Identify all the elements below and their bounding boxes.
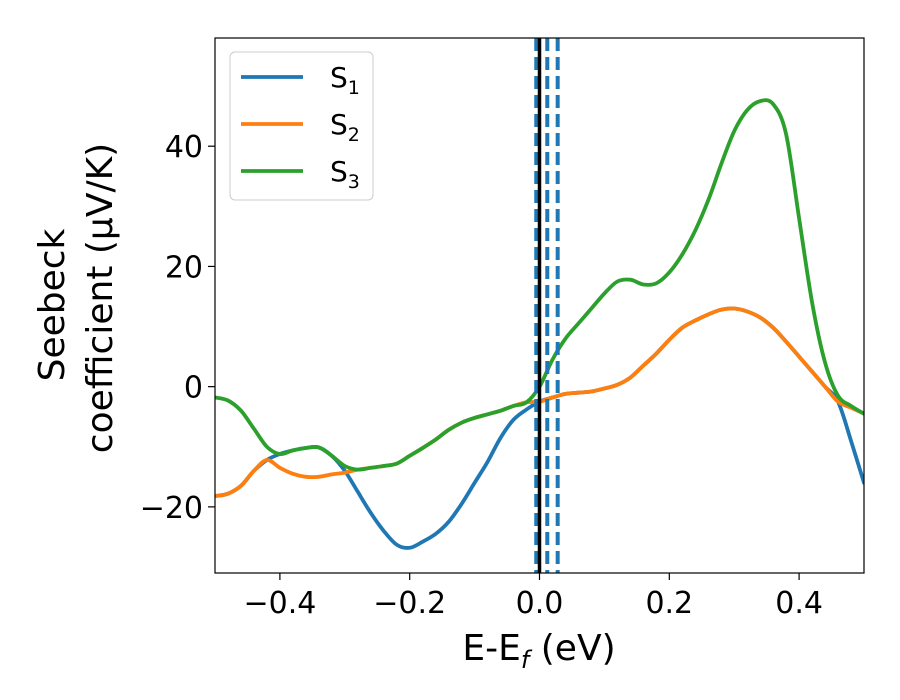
x-axis-label-main: E-E (462, 628, 520, 669)
y-tick-label: −20 (140, 491, 203, 526)
vertical-lines (534, 38, 560, 573)
legend-label-s1: S1 (330, 61, 360, 99)
x-tick-label: 0.4 (775, 586, 823, 621)
y-tick-label: 40 (165, 130, 203, 165)
x-axis-ticks: −0.4 −0.2 0.0 0.2 0.4 (243, 573, 823, 621)
y-axis-label-line1: Seebeck (32, 228, 73, 381)
y-tick-label: 20 (165, 250, 203, 285)
x-tick-label: −0.4 (243, 586, 316, 621)
y-axis-label: Seebeck coefficient (μV/K) (32, 143, 121, 453)
legend-label-s3: S3 (330, 155, 360, 193)
legend-label-s2: S2 (330, 108, 360, 146)
x-tick-label: 0.2 (645, 586, 693, 621)
y-axis-ticks: −20 0 20 40 (140, 130, 215, 526)
x-axis-label-unit: (eV) (529, 628, 615, 669)
y-tick-label: 0 (184, 371, 203, 406)
x-tick-label: 0.0 (516, 586, 564, 621)
legend-box (229, 51, 374, 201)
y-axis-label-line2: coefficient (μV/K) (80, 143, 121, 453)
x-axis-label: E-Ef (eV) (462, 628, 615, 674)
legend: S1 S2 S3 (229, 51, 374, 201)
x-tick-label: −0.2 (373, 586, 446, 621)
